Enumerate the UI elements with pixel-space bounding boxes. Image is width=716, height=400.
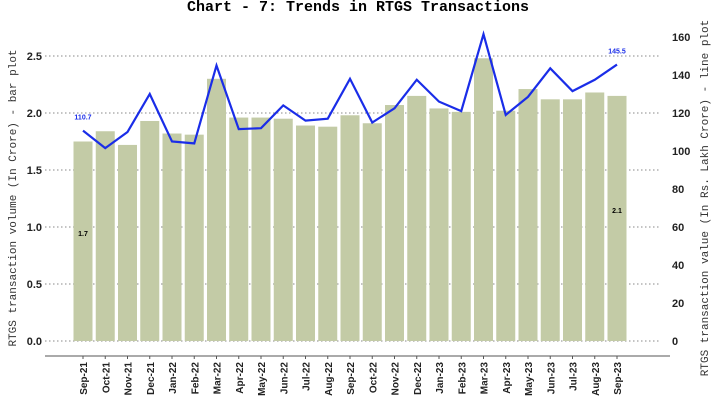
right-tick-label: 0: [672, 336, 678, 348]
left-tick-label: 0.0: [27, 336, 42, 348]
right-tick-label: 80: [672, 184, 684, 196]
right-tick-label: 120: [672, 108, 690, 120]
right-tick-label: 160: [672, 32, 690, 44]
bar: [296, 125, 315, 341]
data-label: 145.5: [608, 49, 626, 56]
x-tick-label: Apr-22: [235, 362, 246, 394]
annotations: 110.7 145.5 1.7 2.1: [74, 49, 625, 238]
x-tick-label: Feb-23: [457, 362, 468, 395]
bar: [118, 144, 137, 341]
left-tick-label: 1.0: [27, 222, 42, 234]
bar: [251, 117, 271, 341]
data-label: 110.7: [74, 115, 91, 122]
data-label: 2.1: [612, 208, 622, 215]
chart-title: Chart - 7: Trends in RTGS Transactions: [186, 0, 530, 16]
x-tick-label: Nov-21: [124, 362, 135, 396]
bar: [607, 95, 627, 342]
left-axis-ticks: 0.0 0.5 1.0 1.5 2.0 2.5: [27, 51, 42, 348]
right-tick-label: 100: [672, 146, 690, 158]
bar: [73, 141, 93, 341]
bar: [140, 120, 160, 341]
bar: [229, 117, 249, 341]
x-tick-label: May-23: [524, 362, 535, 396]
bar: [273, 118, 293, 341]
x-tick-label: Jun-22: [279, 362, 290, 395]
bar: [563, 99, 582, 341]
x-tick-label: Sep-23: [613, 362, 624, 395]
bar: [95, 131, 115, 341]
bar: [540, 99, 560, 341]
right-tick-label: 40: [672, 260, 684, 272]
x-tick-label: Apr-23: [502, 362, 513, 394]
bar: [207, 78, 226, 342]
x-tick-label: Sep-21: [79, 362, 90, 395]
right-axis-title: RTGS transaction value (In Rs. Lakh Cror…: [700, 20, 712, 376]
x-tick-label: Dec-21: [146, 362, 157, 395]
left-tick-label: 2.5: [27, 51, 42, 63]
left-tick-label: 1.5: [27, 165, 42, 177]
data-label: 1.7: [78, 231, 88, 238]
x-tick-label: Mar-23: [480, 362, 491, 395]
bar: [318, 126, 338, 342]
x-axis-ticks: Sep-21 Oct-21 Nov-21 Dec-21 Jan-22 Feb-22 Mar-…: [79, 356, 624, 396]
bar: [407, 95, 427, 342]
bar: [385, 105, 404, 342]
bar: [474, 58, 493, 341]
bar: [184, 134, 204, 341]
bar-series: [73, 58, 627, 342]
bar: [451, 111, 471, 341]
x-tick-label: May-22: [257, 362, 268, 396]
bar: [162, 133, 182, 341]
x-tick-label: Sep-22: [346, 362, 357, 395]
x-tick-label: Jul-22: [302, 362, 313, 391]
bar: [429, 108, 449, 341]
left-tick-label: 0.5: [27, 279, 42, 291]
bar: [362, 123, 382, 341]
x-tick-label: Aug-23: [591, 362, 602, 396]
x-tick-label: Oct-22: [368, 362, 379, 394]
x-tick-label: Feb-22: [190, 362, 201, 395]
right-axis-ticks: 0 20 40 60 80 100 120 140 160: [672, 32, 690, 348]
right-tick-label: 20: [672, 298, 684, 310]
x-tick-label: Dec-22: [413, 362, 424, 395]
bar: [340, 115, 360, 341]
bar: [518, 89, 538, 341]
bar: [585, 92, 605, 341]
x-tick-label: Jul-23: [569, 362, 580, 391]
right-tick-label: 60: [672, 222, 684, 234]
x-tick-label: Jun-23: [546, 362, 557, 395]
bar: [496, 110, 516, 341]
line-series: [82, 30, 618, 150]
x-tick-label: Mar-22: [213, 362, 224, 395]
x-tick-label: Oct-21: [101, 362, 112, 394]
x-tick-label: Jan-22: [168, 362, 179, 394]
x-tick-label: Jan-23: [435, 362, 446, 394]
x-tick-label: Aug-22: [324, 362, 335, 396]
left-axis-title: RTGS transaction volume (In Crore) - bar…: [8, 49, 20, 346]
left-tick-label: 2.0: [27, 108, 42, 120]
right-tick-label: 140: [672, 70, 690, 82]
x-tick-label: Nov-22: [391, 362, 402, 396]
